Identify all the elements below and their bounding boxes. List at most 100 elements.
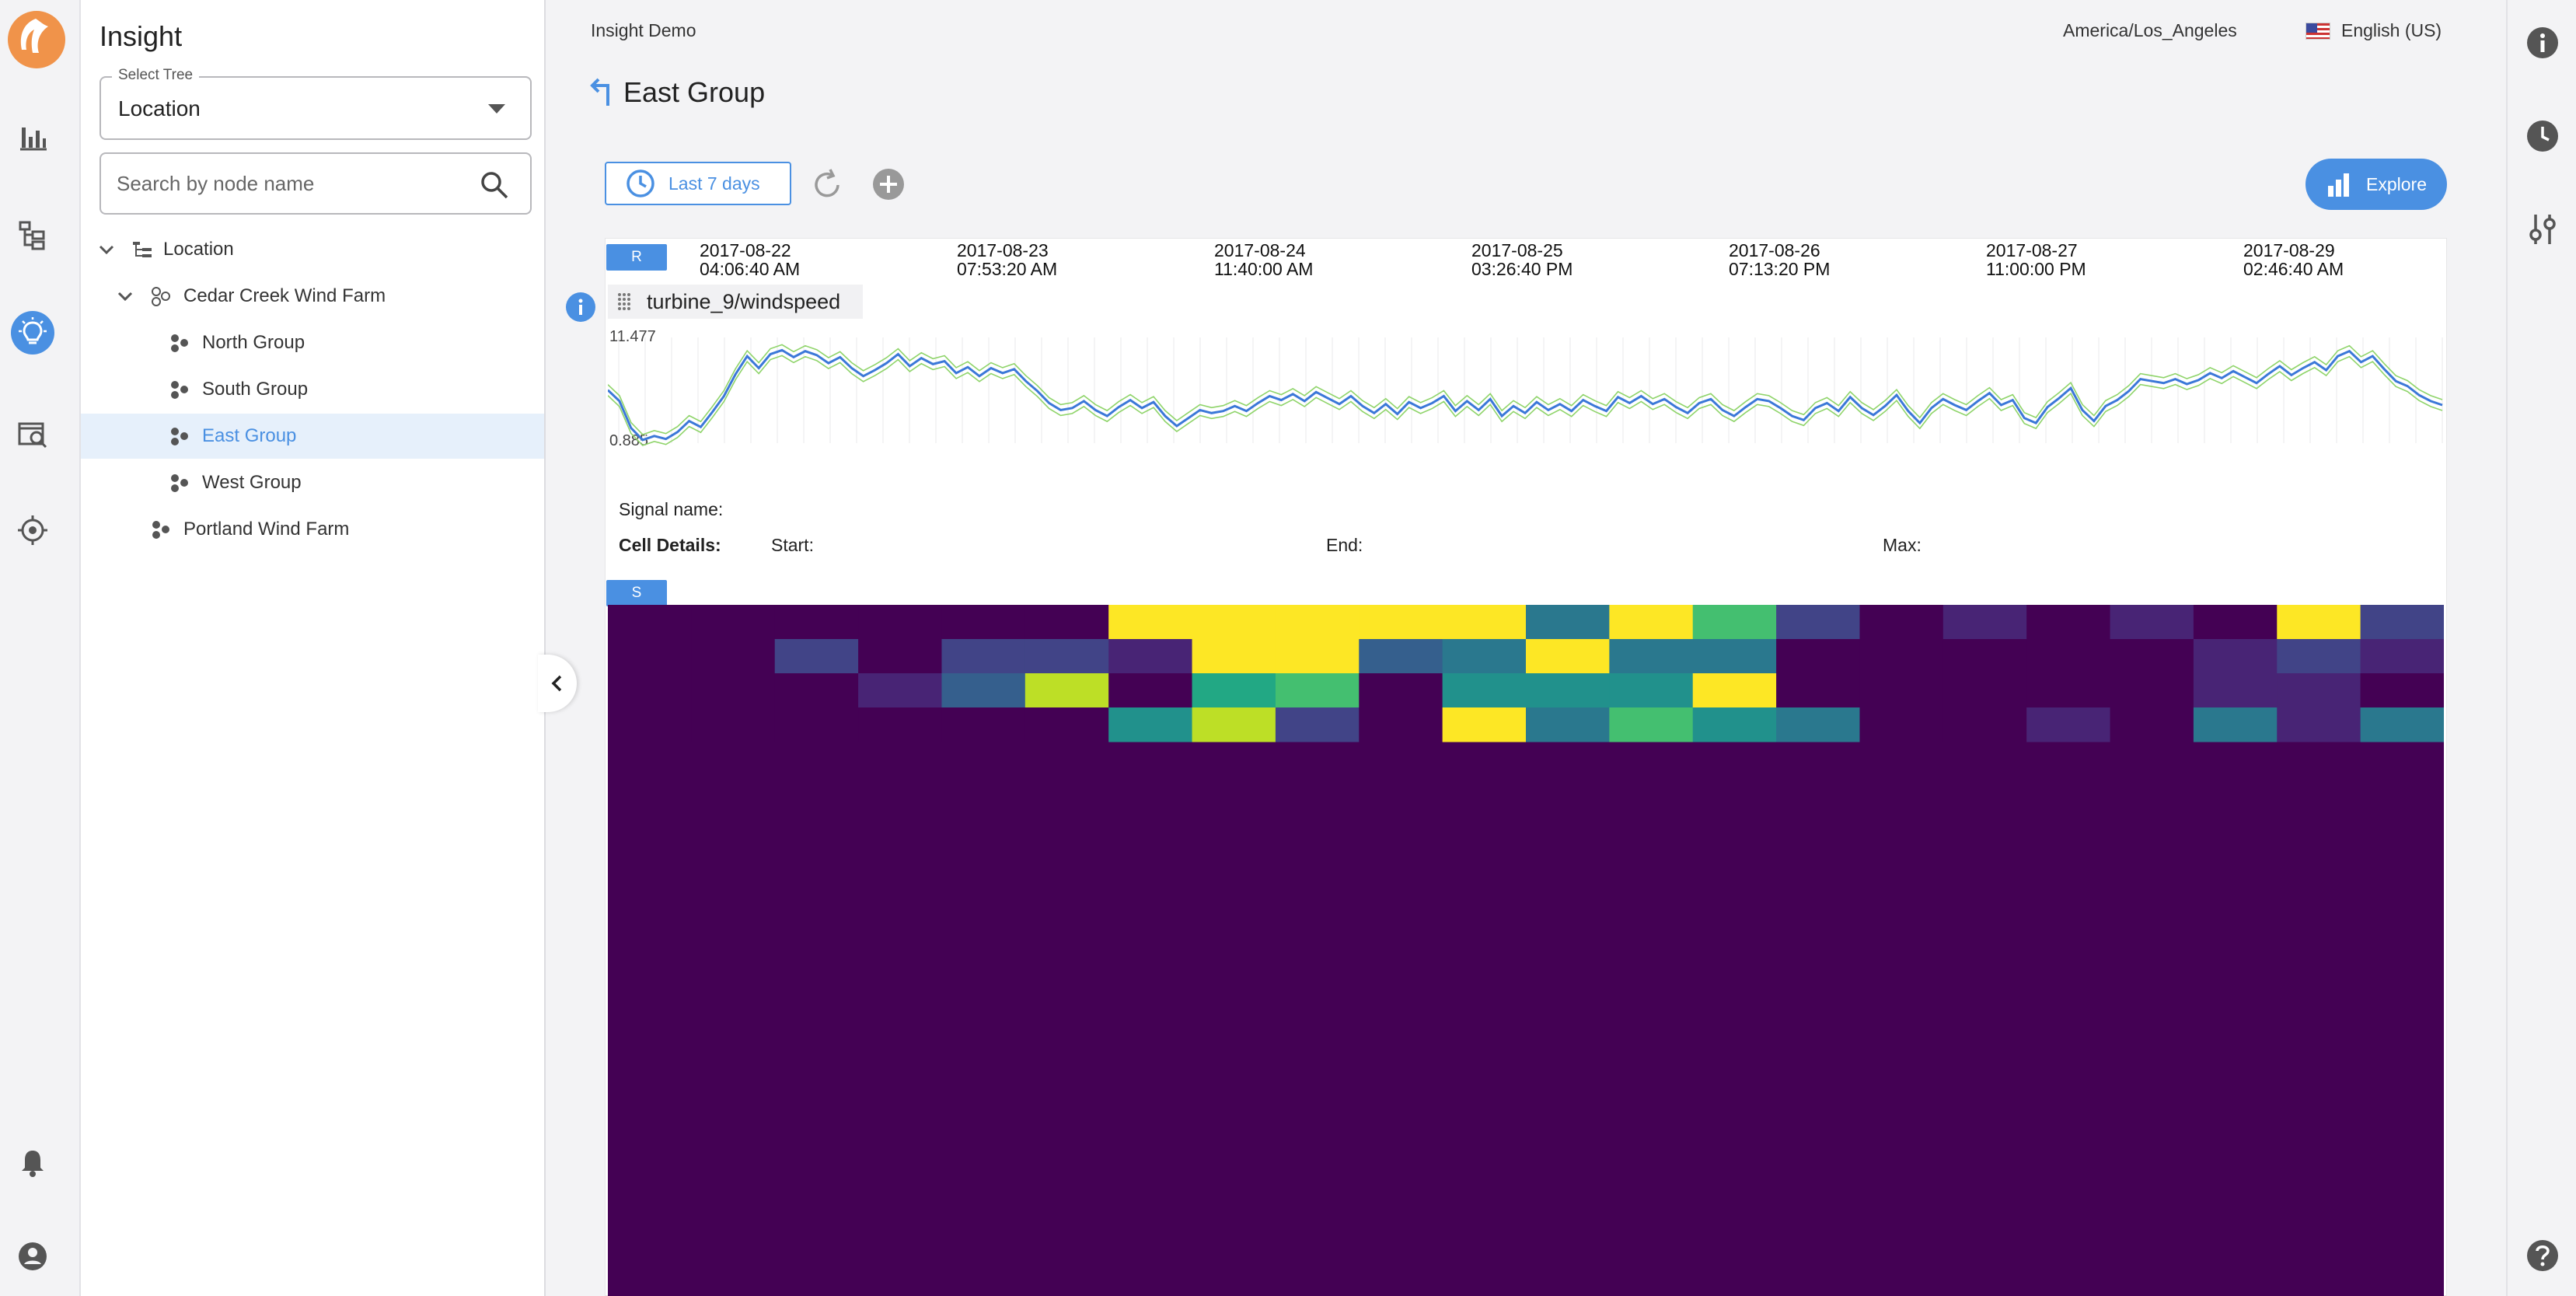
heatmap-cell xyxy=(1942,673,2027,708)
heatmap-cell xyxy=(774,605,859,640)
search-input[interactable] xyxy=(117,168,459,199)
add-icon[interactable] xyxy=(871,166,906,202)
heatmap-cell xyxy=(2360,707,2444,742)
tick-time: 02:46:40 AM xyxy=(2243,259,2344,279)
heatmap-cell xyxy=(1776,673,1860,708)
tree-item-east-group[interactable]: East Group xyxy=(81,414,544,459)
account-icon[interactable] xyxy=(11,1235,54,1278)
heatmap-cell xyxy=(774,707,859,742)
max-label: Max: xyxy=(1883,535,1922,555)
tick-date: 2017-08-24 xyxy=(1214,240,1306,260)
heatmap-cell xyxy=(858,639,942,674)
heatmap-cell xyxy=(1192,639,1276,674)
heatmap-cell xyxy=(1776,707,1860,742)
heatmap-cell xyxy=(941,707,1026,742)
tree-item-north-group[interactable]: North Group xyxy=(81,320,544,365)
heatmap[interactable] xyxy=(608,605,2444,1296)
tree-item-west-group[interactable]: West Group xyxy=(81,460,544,505)
back-arrow-icon[interactable] xyxy=(586,75,616,109)
tree-sidebar: Insight Select Tree Location Location Ce… xyxy=(81,0,546,1296)
heatmap-cell xyxy=(1859,605,1944,640)
bar-chart-icon[interactable] xyxy=(11,115,54,159)
heatmap-cell xyxy=(1442,639,1527,674)
heatmap-cell xyxy=(2360,639,2444,674)
caret-down-icon xyxy=(488,104,505,114)
heatmap-cell xyxy=(2026,605,2111,640)
heatmap-cell xyxy=(1108,605,1193,640)
timeframe-label: Last 7 days xyxy=(668,173,760,194)
tree-item-cedar-creek[interactable]: Cedar Creek Wind Farm xyxy=(81,274,544,319)
heatmap-cell xyxy=(2193,673,2278,708)
timeline-tick: 2017-08-22 04:06:40 AM xyxy=(700,241,800,278)
media-search-icon[interactable] xyxy=(11,412,54,456)
search-icon[interactable] xyxy=(477,168,511,202)
heatmap-cell xyxy=(2277,605,2361,640)
info-icon[interactable] xyxy=(2525,25,2560,61)
language-selector[interactable]: English (US) xyxy=(2305,20,2442,41)
heatmap-cell xyxy=(2026,639,2111,674)
heatmap-cell xyxy=(1192,673,1276,708)
tree-icon[interactable] xyxy=(11,213,54,257)
timezone-selector[interactable]: America/Los_Angeles xyxy=(2063,20,2237,40)
heatmap-cell xyxy=(1359,707,1443,742)
cluster-icon xyxy=(152,521,169,539)
heatmap-cell xyxy=(1692,673,1777,708)
heatmap-cell xyxy=(691,707,776,742)
drag-handle-icon[interactable] xyxy=(616,291,633,313)
tree-item-label: South Group xyxy=(202,379,309,400)
info-icon[interactable] xyxy=(564,291,597,323)
tick-date: 2017-08-22 xyxy=(700,240,791,260)
tree-item-label: West Group xyxy=(202,472,302,493)
bell-icon[interactable] xyxy=(11,1141,54,1185)
cell-details-label: Cell Details: xyxy=(619,535,721,555)
heatmap-cell xyxy=(2360,673,2444,708)
explore-button[interactable]: Explore xyxy=(2305,159,2447,210)
heatmap-cell xyxy=(1942,605,2027,640)
tick-time: 11:00:00 PM xyxy=(1986,259,2086,279)
refresh-icon[interactable] xyxy=(808,166,846,204)
tree-item-portland[interactable]: Portland Wind Farm xyxy=(81,507,544,552)
tree-item-location[interactable]: Location xyxy=(81,227,544,272)
target-icon[interactable] xyxy=(11,508,54,552)
timeframe-button[interactable]: Last 7 days xyxy=(605,162,791,205)
timeline-tick: 2017-08-26 07:13:20 PM xyxy=(1729,241,1830,278)
tree-item-south-group[interactable]: South Group xyxy=(81,367,544,412)
heatmap-cell xyxy=(941,605,1026,640)
heatmap-cell xyxy=(858,605,942,640)
min-band-line xyxy=(608,355,2443,446)
heatmap-cell xyxy=(2360,605,2444,640)
right-rail xyxy=(2506,0,2576,1296)
heatmap-cell xyxy=(2110,605,2194,640)
heatmap-cell xyxy=(691,673,776,708)
logo-icon[interactable] xyxy=(8,11,65,68)
heatmap-cell xyxy=(1776,605,1860,640)
signal-name-label: Signal name: xyxy=(619,499,724,519)
tick-time: 11:40:00 AM xyxy=(1214,259,1314,279)
heatmap-cell xyxy=(1359,639,1443,674)
chevron-down-icon[interactable] xyxy=(96,239,117,260)
timeline-tick: 2017-08-23 07:53:20 AM xyxy=(957,241,1057,278)
collapse-sidebar-button[interactable] xyxy=(538,655,577,712)
cluster-icon xyxy=(171,381,188,399)
help-icon[interactable] xyxy=(2525,1238,2560,1273)
tree-item-label: Portland Wind Farm xyxy=(183,519,350,540)
heatmap-cell xyxy=(1609,605,1694,640)
heatmap-cell xyxy=(1108,639,1193,674)
timeline-tick: 2017-08-25 03:26:40 PM xyxy=(1471,241,1572,278)
heatmap-cell xyxy=(1024,707,1109,742)
lightbulb-icon[interactable] xyxy=(11,311,54,355)
heatmap-cell xyxy=(1692,707,1777,742)
range-tag[interactable]: R xyxy=(606,244,667,271)
heatmap-cell xyxy=(1692,639,1777,674)
windspeed-line-chart[interactable] xyxy=(608,327,2445,451)
heatmap-cell xyxy=(1024,605,1109,640)
tune-icon[interactable] xyxy=(2525,211,2560,247)
chevron-down-icon[interactable] xyxy=(115,286,135,306)
heatmap-tag[interactable]: S xyxy=(606,580,667,606)
history-icon[interactable] xyxy=(2525,118,2560,154)
workspace-title: Insight Demo xyxy=(591,20,696,40)
select-tree-dropdown[interactable]: Select Tree Location xyxy=(99,67,532,140)
signal-chip[interactable]: turbine_9/windspeed xyxy=(608,285,863,319)
heatmap-cell xyxy=(1942,707,2027,742)
cluster-icon xyxy=(171,334,188,352)
